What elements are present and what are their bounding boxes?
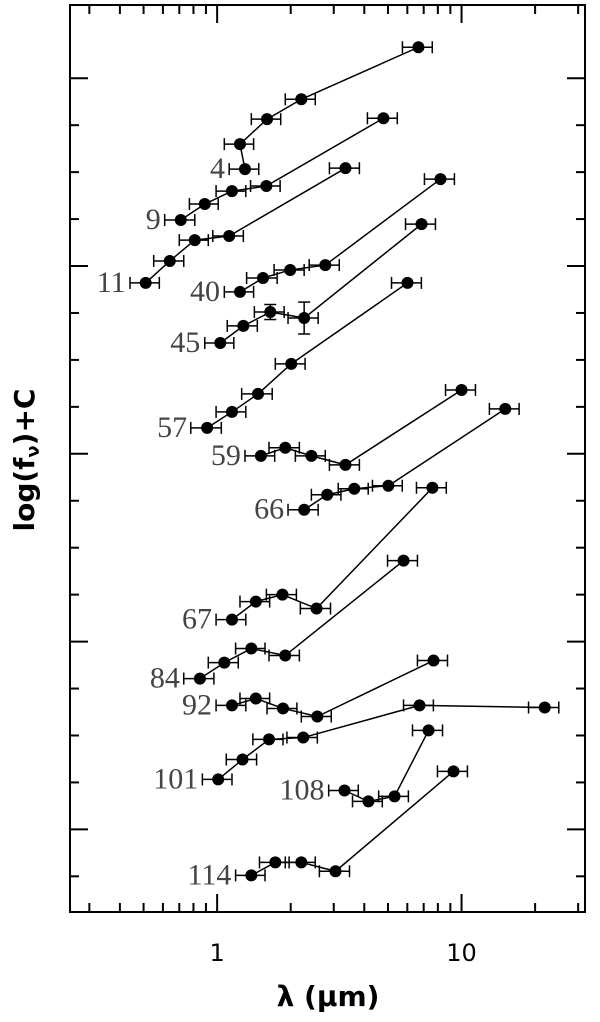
data-point — [201, 421, 214, 434]
data-point — [252, 387, 265, 400]
data-point — [245, 642, 258, 655]
data-point — [426, 481, 439, 494]
data-point — [415, 218, 428, 231]
data-point — [279, 649, 292, 662]
x-axis-label: λ (μm) — [277, 980, 380, 1013]
data-point — [225, 699, 238, 712]
data-point — [377, 112, 390, 125]
data-point — [236, 753, 249, 766]
data-point — [225, 613, 238, 626]
data-point — [329, 865, 342, 878]
data-point — [218, 656, 231, 669]
data-point — [233, 285, 246, 298]
data-point — [256, 272, 269, 285]
series-line — [206, 282, 408, 429]
series-label: 9 — [146, 203, 161, 236]
data-point — [249, 595, 262, 608]
data-point — [245, 869, 258, 882]
series-label: 57 — [157, 411, 187, 444]
data-point — [174, 214, 187, 227]
data-point — [225, 405, 238, 418]
data-point — [321, 488, 334, 501]
data-point — [233, 138, 246, 151]
data-point — [212, 773, 225, 786]
data-point — [198, 198, 211, 211]
series-label: 40 — [190, 275, 220, 308]
data-point — [348, 482, 361, 495]
data-point — [263, 733, 276, 746]
y-label-subscript: ν — [23, 445, 44, 457]
data-point — [499, 402, 512, 415]
data-point — [295, 93, 308, 106]
data-point — [298, 503, 311, 516]
series-label: 66 — [254, 493, 284, 526]
series-label: 11 — [97, 266, 126, 299]
data-point — [397, 554, 410, 567]
x-tick-label: 1 — [210, 939, 225, 967]
data-point — [434, 173, 447, 186]
series-line — [344, 730, 430, 803]
data-point — [188, 234, 201, 247]
data-point — [388, 790, 401, 803]
series-label: 45 — [170, 326, 200, 359]
data-point — [264, 306, 277, 319]
data-point — [305, 449, 318, 462]
data-point — [277, 702, 290, 715]
data-point — [269, 856, 282, 869]
series-label: 114 — [187, 858, 231, 891]
data-point — [447, 765, 460, 778]
data-point — [412, 41, 425, 54]
data-point — [339, 458, 352, 471]
data-point — [193, 672, 206, 685]
data-point — [297, 731, 310, 744]
y-axis-label: log(fν)+C — [8, 389, 44, 532]
data-point — [298, 312, 311, 325]
series-label: 101 — [153, 762, 198, 795]
series-label: 84 — [150, 661, 180, 694]
data-point — [427, 654, 440, 667]
data-point — [261, 113, 274, 126]
data-point — [254, 449, 267, 462]
data-point — [538, 701, 551, 714]
y-label-part: log(f — [8, 457, 41, 532]
series-line — [239, 178, 441, 293]
data-point — [295, 856, 308, 869]
data-point — [139, 276, 152, 289]
data-point — [362, 795, 375, 808]
plot-frame — [69, 4, 586, 913]
x-tick-label: 10 — [446, 939, 477, 967]
data-point — [310, 602, 323, 615]
data-point — [223, 229, 236, 242]
data-point — [339, 162, 352, 175]
data-point — [338, 784, 351, 797]
data-point — [260, 180, 273, 193]
data-point — [285, 357, 298, 370]
data-point — [163, 254, 176, 267]
data-point — [249, 692, 262, 705]
series-label: 4 — [210, 152, 225, 185]
data-point — [311, 710, 324, 723]
series-label: 108 — [280, 773, 325, 806]
series-label: 67 — [182, 603, 212, 636]
data-point — [401, 276, 414, 289]
data-point — [225, 185, 238, 198]
series-label: 59 — [211, 439, 241, 472]
data-point — [455, 383, 468, 396]
data-point — [276, 588, 289, 601]
series-line — [260, 389, 462, 466]
data-point — [319, 259, 332, 272]
data-point — [413, 699, 426, 712]
series-line — [239, 46, 419, 170]
data-point — [237, 319, 250, 332]
data-point — [422, 724, 435, 737]
y-label-part: )+C — [8, 389, 41, 446]
data-point — [214, 337, 227, 350]
series-label: 92 — [182, 688, 212, 721]
data-point — [279, 441, 292, 454]
data-point — [284, 263, 297, 276]
data-point — [382, 479, 395, 492]
data-point — [238, 163, 251, 176]
